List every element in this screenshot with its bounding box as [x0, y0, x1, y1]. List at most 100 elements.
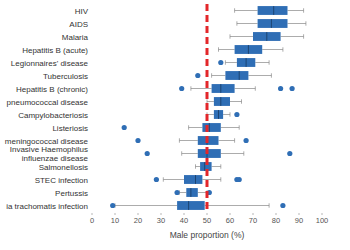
tick-label: 90: [295, 216, 303, 225]
whisker: [235, 10, 258, 11]
whisker-cap: [271, 73, 272, 77]
median: [190, 188, 191, 197]
median: [266, 32, 267, 41]
whisker-cap: [303, 34, 304, 38]
outlier: [195, 73, 200, 78]
whisker-cap: [269, 203, 270, 207]
whisker-cap: [230, 34, 231, 38]
tick-label: 20: [134, 216, 142, 225]
tick-label: 100: [316, 216, 329, 225]
median: [195, 175, 196, 184]
whisker-cap: [225, 60, 226, 64]
axis-title: Male proportion (%): [170, 230, 245, 240]
tick: [299, 213, 300, 215]
whisker: [207, 101, 214, 102]
whisker-cap: [236, 21, 237, 25]
tick-label: 30: [157, 216, 165, 225]
tick: [276, 213, 277, 215]
whisker-cap: [218, 47, 219, 51]
tick: [207, 213, 208, 215]
tick-label: 50: [203, 216, 211, 225]
whisker-cap: [243, 151, 244, 155]
outlier: [234, 112, 239, 117]
tick-label: 70: [249, 216, 257, 225]
whisker: [221, 127, 239, 128]
tick-label: 40: [180, 216, 188, 225]
whisker: [237, 23, 258, 24]
label-line: Campylobacteriosis: [18, 111, 88, 120]
whisker: [223, 114, 230, 115]
outlier: [244, 138, 249, 143]
whisker-cap: [305, 21, 306, 25]
whisker: [212, 166, 221, 167]
label-line: ia trachomatis infection: [6, 202, 88, 211]
whisker: [219, 49, 235, 50]
box: [212, 84, 235, 93]
whisker-cap: [282, 47, 283, 51]
whisker: [248, 75, 271, 76]
outlier: [179, 86, 184, 91]
box: [253, 32, 281, 41]
category-label: Campylobacteriosis: [18, 111, 88, 120]
whisker: [288, 10, 304, 11]
whisker-cap: [269, 60, 270, 64]
outlier: [218, 60, 223, 65]
whisker: [255, 62, 269, 63]
whisker: [163, 179, 184, 180]
whisker: [182, 153, 198, 154]
category-label: Malaria: [62, 33, 89, 42]
median: [271, 19, 272, 28]
label-line: influenzae disease: [22, 154, 89, 163]
tick-label: 80: [272, 216, 280, 225]
whisker: [202, 179, 220, 180]
whisker: [191, 88, 212, 89]
label-line: pneumococcal disease: [7, 98, 89, 107]
label-line: Hepatitis B (acute): [22, 46, 88, 55]
whisker: [230, 36, 253, 37]
whisker-cap: [179, 138, 180, 142]
whisker-cap: [190, 86, 191, 90]
tick-label: 60: [226, 216, 234, 225]
box: [235, 45, 263, 54]
whisker-cap: [195, 164, 196, 168]
median: [220, 97, 221, 106]
whisker: [219, 140, 235, 141]
whisker-cap: [220, 177, 221, 181]
label-line: Tuberculosis: [43, 72, 88, 81]
label-line: STEC infection: [35, 176, 88, 185]
median: [188, 201, 189, 210]
tick: [184, 213, 185, 215]
whisker: [196, 166, 201, 167]
whisker-cap: [234, 8, 235, 12]
label-line: Legionnaires' disease: [11, 59, 89, 68]
outlier: [145, 151, 150, 156]
whisker-cap: [303, 8, 304, 12]
label-line: Salmonellosis: [39, 163, 88, 172]
box: [214, 97, 230, 106]
whisker: [235, 88, 256, 89]
tick: [138, 213, 139, 215]
whisker: [179, 140, 197, 141]
category-label: Listeriosis: [52, 124, 88, 133]
whisker-cap: [188, 125, 189, 129]
category-label: STEC infection: [35, 176, 88, 185]
whisker: [262, 49, 283, 50]
label-line: meningococcal disease: [5, 137, 89, 146]
median: [246, 58, 247, 67]
median: [204, 162, 205, 171]
outlier: [290, 86, 295, 91]
box: [237, 58, 255, 67]
box: [214, 110, 223, 119]
tick: [92, 213, 93, 215]
tick-label: 0: [90, 216, 94, 225]
whisker: [221, 153, 244, 154]
label-line: Listeriosis: [52, 124, 88, 133]
box: [258, 6, 288, 15]
whisker-cap: [255, 86, 256, 90]
label-line: Hepatitis B (chronic): [16, 85, 88, 94]
whisker: [288, 23, 306, 24]
category-label: pneumococcal disease: [7, 98, 89, 107]
tick: [115, 213, 116, 215]
median: [273, 6, 274, 15]
whisker: [230, 101, 242, 102]
